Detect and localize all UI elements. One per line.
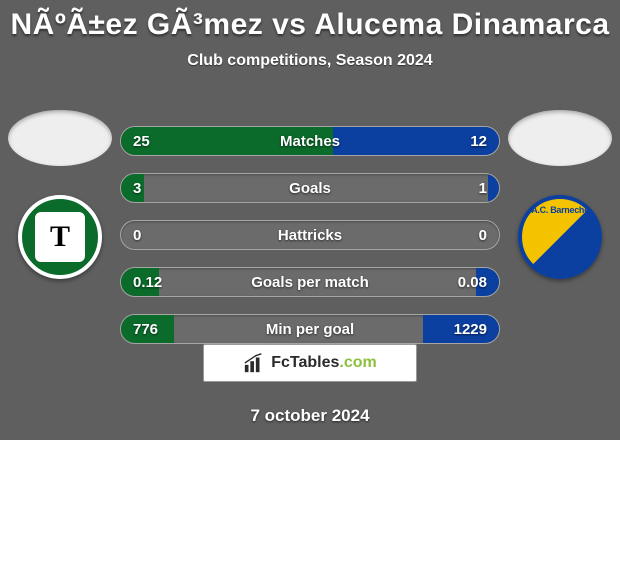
stat-bar-right	[488, 174, 499, 202]
page-title: NÃºÃ±ez GÃ³mez vs Alucema Dinamarca	[0, 0, 620, 42]
stat-value-right: 0	[479, 227, 487, 244]
stat-label: Min per goal	[266, 321, 354, 338]
stat-label: Matches	[280, 133, 340, 150]
stat-label: Goals	[289, 180, 331, 197]
left-country-flag	[8, 110, 112, 166]
branding-suffix: .com	[339, 354, 376, 371]
stat-value-left: 776	[133, 321, 158, 338]
right-badge-circle: A.C. Barneche	[518, 195, 602, 279]
right-side: A.C. Barneche	[508, 110, 612, 280]
stat-value-right: 1	[479, 180, 487, 197]
columns: T 25 Matches 12 3 Goals 1 0 Hattricks 0 0.12 Goals…	[0, 110, 620, 344]
stat-value-left: 0	[133, 227, 141, 244]
stats-table: 25 Matches 12 3 Goals 1 0 Hattricks 0 0.12 Goals p…	[112, 126, 508, 344]
branding-name: FcTables	[271, 354, 339, 371]
stat-label: Hattricks	[278, 227, 342, 244]
right-badge-text: A.C. Barneche	[522, 205, 598, 215]
date-label: 7 october 2024	[0, 406, 620, 426]
stat-row: 0.12 Goals per match 0.08	[120, 267, 500, 297]
left-club-badge: T	[10, 194, 110, 280]
stat-row: 0 Hattricks 0	[120, 220, 500, 250]
stat-row: 776 Min per goal 1229	[120, 314, 500, 344]
stat-value-left: 25	[133, 133, 150, 150]
stat-row: 3 Goals 1	[120, 173, 500, 203]
left-side: T	[8, 110, 112, 280]
right-country-flag	[508, 110, 612, 166]
right-club-badge: A.C. Barneche	[510, 194, 610, 280]
branding-box[interactable]: FcTables.com	[203, 344, 417, 382]
chart-icon	[243, 352, 265, 374]
stat-row: 25 Matches 12	[120, 126, 500, 156]
left-badge-inner: T	[35, 212, 85, 262]
comparison-card: NÃºÃ±ez GÃ³mez vs Alucema Dinamarca Club…	[0, 0, 620, 440]
left-badge-letter: T	[50, 220, 70, 254]
stat-value-right: 1229	[454, 321, 487, 338]
branding-text: FcTables.com	[271, 354, 377, 372]
stat-value-left: 0.12	[133, 274, 162, 291]
stat-value-left: 3	[133, 180, 141, 197]
left-badge-circle: T	[18, 195, 102, 279]
subtitle: Club competitions, Season 2024	[0, 52, 620, 70]
stat-value-right: 12	[470, 133, 487, 150]
stat-label: Goals per match	[251, 274, 369, 291]
stat-value-right: 0.08	[458, 274, 487, 291]
